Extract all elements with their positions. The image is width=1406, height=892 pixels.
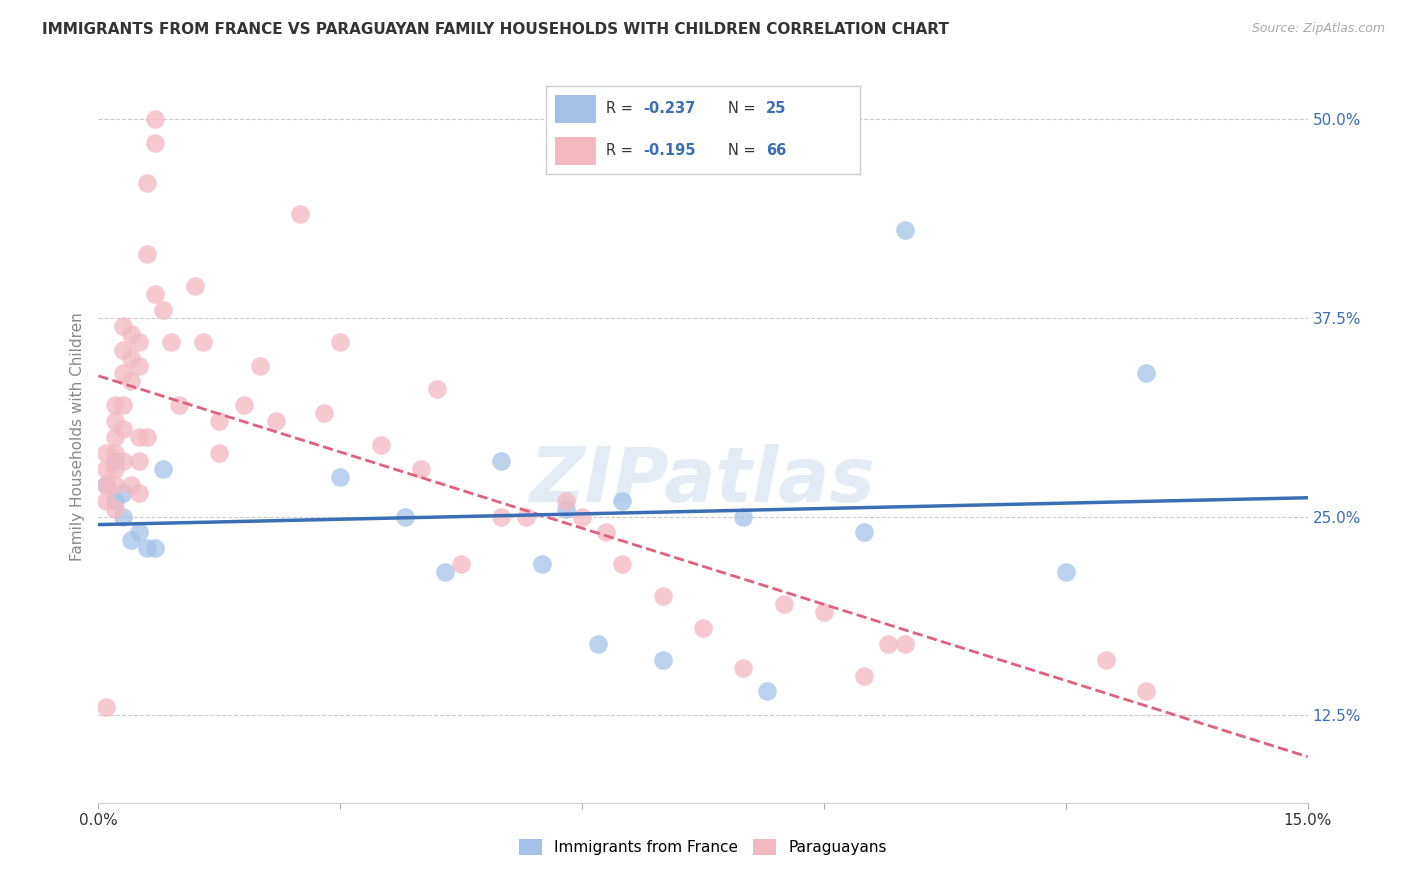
Point	[288, 207, 311, 221]
Point	[877, 637, 900, 651]
Point	[152, 302, 174, 317]
Point	[103, 454, 125, 468]
Point	[152, 462, 174, 476]
Point	[853, 668, 876, 682]
Point	[103, 493, 125, 508]
Point	[264, 414, 287, 428]
Point	[193, 334, 215, 349]
Point	[120, 375, 142, 389]
Point	[813, 605, 835, 619]
Point	[128, 334, 150, 349]
Point	[1054, 566, 1077, 580]
Legend: Immigrants from France, Paraguayans: Immigrants from France, Paraguayans	[513, 833, 893, 861]
Point	[853, 525, 876, 540]
Y-axis label: Family Households with Children: Family Households with Children	[69, 313, 84, 561]
Point	[329, 334, 352, 349]
Point	[1095, 653, 1118, 667]
Point	[426, 383, 449, 397]
Point	[491, 454, 513, 468]
Point	[120, 351, 142, 365]
Point	[586, 637, 609, 651]
Point	[329, 470, 352, 484]
Point	[160, 334, 183, 349]
Text: ZIPatlas: ZIPatlas	[530, 444, 876, 518]
Point	[409, 462, 432, 476]
Point	[96, 446, 118, 460]
Point	[208, 446, 231, 460]
Point	[184, 279, 207, 293]
Point	[1135, 367, 1157, 381]
Point	[135, 430, 157, 444]
Point	[733, 509, 755, 524]
Point	[530, 558, 553, 572]
Point	[450, 558, 472, 572]
Point	[96, 700, 118, 714]
Point	[103, 430, 125, 444]
Point	[143, 136, 166, 150]
Point	[208, 414, 231, 428]
Point	[434, 566, 457, 580]
Point	[394, 509, 416, 524]
Text: Source: ZipAtlas.com: Source: ZipAtlas.com	[1251, 22, 1385, 36]
Point	[692, 621, 714, 635]
Point	[111, 509, 134, 524]
Point	[103, 462, 125, 476]
Point	[103, 501, 125, 516]
Point	[96, 462, 118, 476]
Point	[103, 477, 125, 491]
Point	[128, 454, 150, 468]
Point	[111, 454, 134, 468]
Point	[167, 398, 190, 412]
Point	[143, 541, 166, 556]
Point	[370, 438, 392, 452]
Point	[555, 501, 578, 516]
Point	[595, 525, 617, 540]
Point	[249, 359, 271, 373]
Point	[111, 318, 134, 333]
Point	[612, 558, 634, 572]
Point	[314, 406, 336, 420]
Point	[515, 509, 537, 524]
Point	[651, 589, 673, 603]
Point	[111, 367, 134, 381]
Point	[96, 477, 118, 491]
Point	[143, 287, 166, 301]
Point	[612, 493, 634, 508]
Point	[120, 533, 142, 548]
Point	[128, 525, 150, 540]
Point	[111, 398, 134, 412]
Point	[135, 176, 157, 190]
Point	[232, 398, 254, 412]
Point	[756, 684, 779, 698]
Point	[555, 493, 578, 508]
Point	[143, 112, 166, 126]
Point	[491, 509, 513, 524]
Point	[571, 509, 593, 524]
Point	[128, 485, 150, 500]
Point	[111, 422, 134, 436]
Point	[128, 430, 150, 444]
Point	[893, 637, 915, 651]
Point	[111, 343, 134, 357]
Point	[128, 359, 150, 373]
Point	[733, 660, 755, 674]
Point	[135, 541, 157, 556]
Point	[96, 493, 118, 508]
Point	[651, 653, 673, 667]
Point	[103, 398, 125, 412]
Point	[772, 597, 794, 611]
Text: IMMIGRANTS FROM FRANCE VS PARAGUAYAN FAMILY HOUSEHOLDS WITH CHILDREN CORRELATION: IMMIGRANTS FROM FRANCE VS PARAGUAYAN FAM…	[42, 22, 949, 37]
Point	[120, 326, 142, 341]
Point	[1135, 684, 1157, 698]
Point	[120, 477, 142, 491]
Point	[111, 485, 134, 500]
Point	[135, 247, 157, 261]
Point	[96, 477, 118, 491]
Point	[103, 446, 125, 460]
Point	[893, 223, 915, 237]
Point	[103, 414, 125, 428]
